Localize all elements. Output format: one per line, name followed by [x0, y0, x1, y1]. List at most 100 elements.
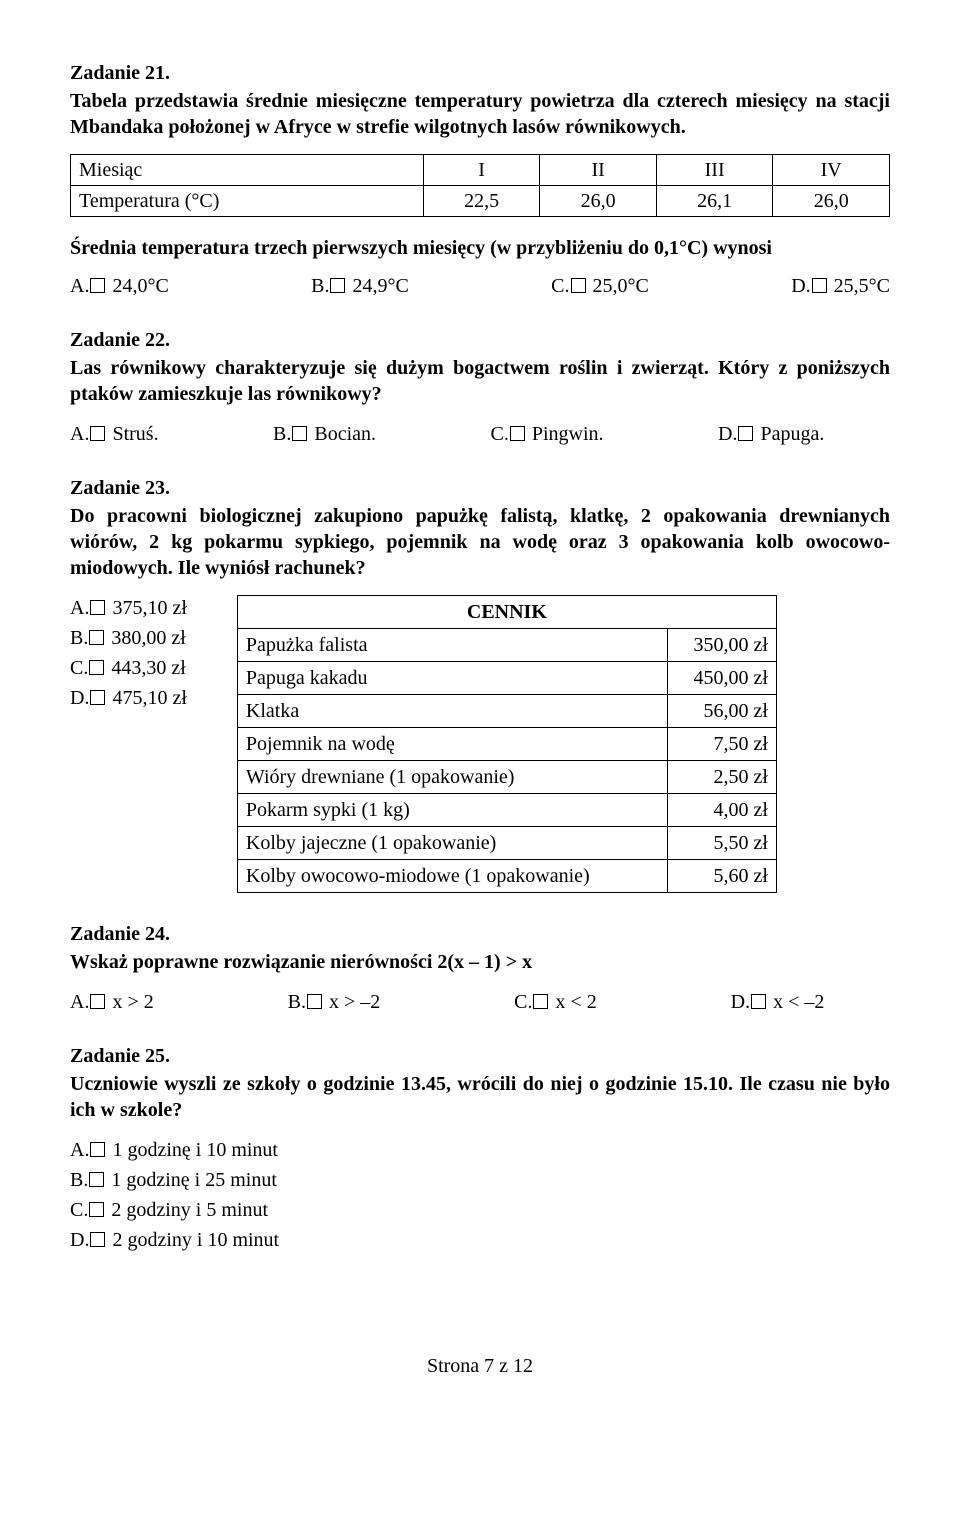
- choice-d[interactable]: D. x < –2: [731, 989, 825, 1015]
- table-header: IV: [773, 155, 890, 186]
- task-24-choices: A. x > 2 B. x > –2 C. x < 2 D. x < –2: [70, 989, 824, 1015]
- table-row: Papużka falista350,00 zł: [237, 629, 776, 662]
- task-21-question: Średnia temperatura trzech pierwszych mi…: [70, 235, 890, 261]
- task-22: Zadanie 22. Las równikowy charakteryzuje…: [70, 327, 890, 447]
- table-row: Wióry drewniane (1 opakowanie)2,50 zł: [237, 761, 776, 794]
- checkbox-icon[interactable]: [89, 1172, 104, 1187]
- checkbox-icon[interactable]: [510, 426, 525, 441]
- table-header: III: [656, 155, 773, 186]
- task-23-title: Zadanie 23.: [70, 475, 890, 501]
- checkbox-icon[interactable]: [89, 1202, 104, 1217]
- table-header: I: [423, 155, 540, 186]
- table-row: Miesiąc I II III IV: [71, 155, 890, 186]
- choice-c[interactable]: C. 2 godziny i 5 minut: [70, 1197, 890, 1223]
- checkbox-icon[interactable]: [751, 994, 766, 1009]
- table-cell: 26,0: [540, 186, 657, 217]
- table-cell: Wióry drewniane (1 opakowanie): [237, 761, 667, 794]
- checkbox-icon[interactable]: [89, 630, 104, 645]
- checkbox-icon[interactable]: [90, 426, 105, 441]
- table-row: Pokarm sypki (1 kg)4,00 zł: [237, 794, 776, 827]
- task-25: Zadanie 25. Uczniowie wyszli ze szkoły o…: [70, 1043, 890, 1253]
- task-21-body: Tabela przedstawia średnie miesięczne te…: [70, 88, 890, 140]
- choice-d[interactable]: D. Papuga.: [718, 421, 824, 447]
- table-cell: Pojemnik na wodę: [237, 728, 667, 761]
- checkbox-icon[interactable]: [533, 994, 548, 1009]
- task-21-choices: A. 24,0°C B. 24,9°C C. 25,0°C D. 25,5°C: [70, 273, 890, 299]
- choice-b[interactable]: B. 380,00 zł: [70, 625, 187, 651]
- choice-b[interactable]: B. 24,9°C: [311, 273, 409, 299]
- table-cell: 350,00 zł: [667, 629, 776, 662]
- table-row: Kolby owocowo-miodowe (1 opakowanie)5,60…: [237, 860, 776, 893]
- table-cell: 450,00 zł: [667, 662, 776, 695]
- task-21-title: Zadanie 21.: [70, 60, 890, 86]
- table-row: Klatka56,00 zł: [237, 695, 776, 728]
- cennik-header: CENNIK: [237, 596, 776, 629]
- checkbox-icon[interactable]: [90, 994, 105, 1009]
- task-22-title: Zadanie 22.: [70, 327, 890, 353]
- checkbox-icon[interactable]: [738, 426, 753, 441]
- choice-d[interactable]: D. 25,5°C: [791, 273, 890, 299]
- table-cell: 26,0: [773, 186, 890, 217]
- table-row: Papuga kakadu450,00 zł: [237, 662, 776, 695]
- checkbox-icon[interactable]: [90, 1232, 105, 1247]
- table-cell: 26,1: [656, 186, 773, 217]
- choice-c[interactable]: C. 443,30 zł: [70, 655, 187, 681]
- task-23-choices: A. 375,10 zł B. 380,00 zł C. 443,30 zł D…: [70, 595, 187, 715]
- table-header: II: [540, 155, 657, 186]
- choice-d[interactable]: D. 475,10 zł: [70, 685, 187, 711]
- task-23-body: Do pracowni biologicznej zakupiono papuż…: [70, 503, 890, 581]
- task-23: Zadanie 23. Do pracowni biologicznej zak…: [70, 475, 890, 893]
- table-row: Kolby jajeczne (1 opakowanie)5,50 zł: [237, 827, 776, 860]
- table-cell: 4,00 zł: [667, 794, 776, 827]
- table-cell: 5,50 zł: [667, 827, 776, 860]
- choice-a[interactable]: A. 24,0°C: [70, 273, 169, 299]
- choice-d[interactable]: D. 2 godziny i 10 minut: [70, 1227, 890, 1253]
- page-footer: Strona 7 z 12: [70, 1353, 890, 1379]
- table-header: Miesiąc: [71, 155, 424, 186]
- table-row: CENNIK: [237, 596, 776, 629]
- choice-b[interactable]: B. x > –2: [288, 989, 381, 1015]
- checkbox-icon[interactable]: [89, 660, 104, 675]
- task-25-title: Zadanie 25.: [70, 1043, 890, 1069]
- task-22-body: Las równikowy charakteryzuje się dużym b…: [70, 355, 890, 407]
- table-cell: Pokarm sypki (1 kg): [237, 794, 667, 827]
- checkbox-icon[interactable]: [571, 278, 586, 293]
- table-cell: 7,50 zł: [667, 728, 776, 761]
- checkbox-icon[interactable]: [812, 278, 827, 293]
- table-cell: Temperatura (°C): [71, 186, 424, 217]
- task-24-body: Wskaż poprawne rozwiązanie nierówności 2…: [70, 949, 890, 975]
- checkbox-icon[interactable]: [292, 426, 307, 441]
- choice-b[interactable]: B. 1 godzinę i 25 minut: [70, 1167, 890, 1193]
- table-cell: Kolby jajeczne (1 opakowanie): [237, 827, 667, 860]
- table-cell: Papuga kakadu: [237, 662, 667, 695]
- checkbox-icon[interactable]: [90, 1142, 105, 1157]
- task-22-choices: A. Struś. B. Bocian. C. Pingwin. D. Papu…: [70, 421, 824, 447]
- checkbox-icon[interactable]: [90, 278, 105, 293]
- task-21: Zadanie 21. Tabela przedstawia średnie m…: [70, 60, 890, 299]
- choice-b[interactable]: B. Bocian.: [273, 421, 376, 447]
- table-cell: 5,60 zł: [667, 860, 776, 893]
- task-21-table: Miesiąc I II III IV Temperatura (°C) 22,…: [70, 154, 890, 217]
- checkbox-icon[interactable]: [90, 690, 105, 705]
- choice-a[interactable]: A. 1 godzinę i 10 minut: [70, 1137, 890, 1163]
- cennik-table: CENNIK Papużka falista350,00 zł Papuga k…: [237, 595, 777, 893]
- choice-c[interactable]: C. Pingwin.: [491, 421, 604, 447]
- choice-a[interactable]: A. Struś.: [70, 421, 159, 447]
- choice-c[interactable]: C. x < 2: [514, 989, 597, 1015]
- table-cell: 2,50 zł: [667, 761, 776, 794]
- table-cell: Klatka: [237, 695, 667, 728]
- checkbox-icon[interactable]: [330, 278, 345, 293]
- table-row: Pojemnik na wodę7,50 zł: [237, 728, 776, 761]
- choice-c[interactable]: C. 25,0°C: [551, 273, 649, 299]
- task-25-body: Uczniowie wyszli ze szkoły o godzinie 13…: [70, 1071, 890, 1123]
- choice-a[interactable]: A. 375,10 zł: [70, 595, 187, 621]
- table-cell: 22,5: [423, 186, 540, 217]
- task-25-choices: A. 1 godzinę i 10 minut B. 1 godzinę i 2…: [70, 1137, 890, 1253]
- table-cell: Kolby owocowo-miodowe (1 opakowanie): [237, 860, 667, 893]
- table-cell: 56,00 zł: [667, 695, 776, 728]
- checkbox-icon[interactable]: [90, 600, 105, 615]
- checkbox-icon[interactable]: [307, 994, 322, 1009]
- table-cell: Papużka falista: [237, 629, 667, 662]
- choice-a[interactable]: A. x > 2: [70, 989, 154, 1015]
- task-24: Zadanie 24. Wskaż poprawne rozwiązanie n…: [70, 921, 890, 1015]
